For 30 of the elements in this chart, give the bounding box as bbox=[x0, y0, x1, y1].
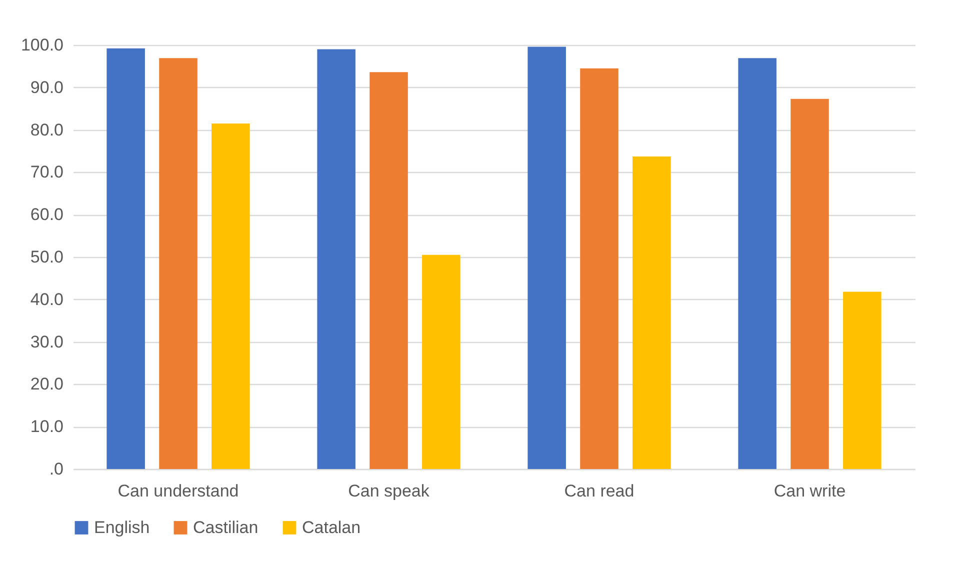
x-tick-label: Can speak bbox=[348, 482, 430, 500]
y-tick-label: 20.0 bbox=[30, 374, 64, 394]
y-tick-label: .0 bbox=[49, 460, 64, 478]
x-tick-label: Can understand bbox=[118, 482, 239, 500]
y-tick-label: 60.0 bbox=[30, 205, 64, 224]
legend-label: Catalan bbox=[302, 518, 361, 537]
y-tick-label: 40.0 bbox=[30, 290, 64, 309]
bar bbox=[422, 254, 460, 469]
bar bbox=[317, 49, 356, 469]
y-tick-label: 70.0 bbox=[30, 162, 64, 182]
y-tick-label: 80.0 bbox=[30, 120, 64, 140]
y-tick-label: 30.0 bbox=[30, 332, 64, 352]
x-tick-label: Can write bbox=[774, 482, 846, 500]
bar bbox=[370, 72, 408, 469]
bar bbox=[790, 98, 829, 469]
x-tick-label: Can read bbox=[564, 482, 634, 500]
bar bbox=[738, 58, 776, 469]
bar bbox=[212, 123, 250, 469]
y-tick-label: 90.0 bbox=[30, 78, 64, 97]
legend-label: Castilian bbox=[193, 518, 258, 537]
y-tick-label: 10.0 bbox=[30, 417, 64, 436]
legend-label: English bbox=[94, 518, 150, 537]
bar bbox=[632, 156, 671, 469]
bar bbox=[106, 48, 145, 469]
y-tick-label: 100.0 bbox=[20, 36, 64, 54]
bar bbox=[843, 292, 882, 469]
bar bbox=[580, 68, 618, 469]
bar bbox=[159, 58, 198, 469]
y-tick-label: 50.0 bbox=[30, 248, 64, 266]
bar bbox=[528, 46, 566, 469]
